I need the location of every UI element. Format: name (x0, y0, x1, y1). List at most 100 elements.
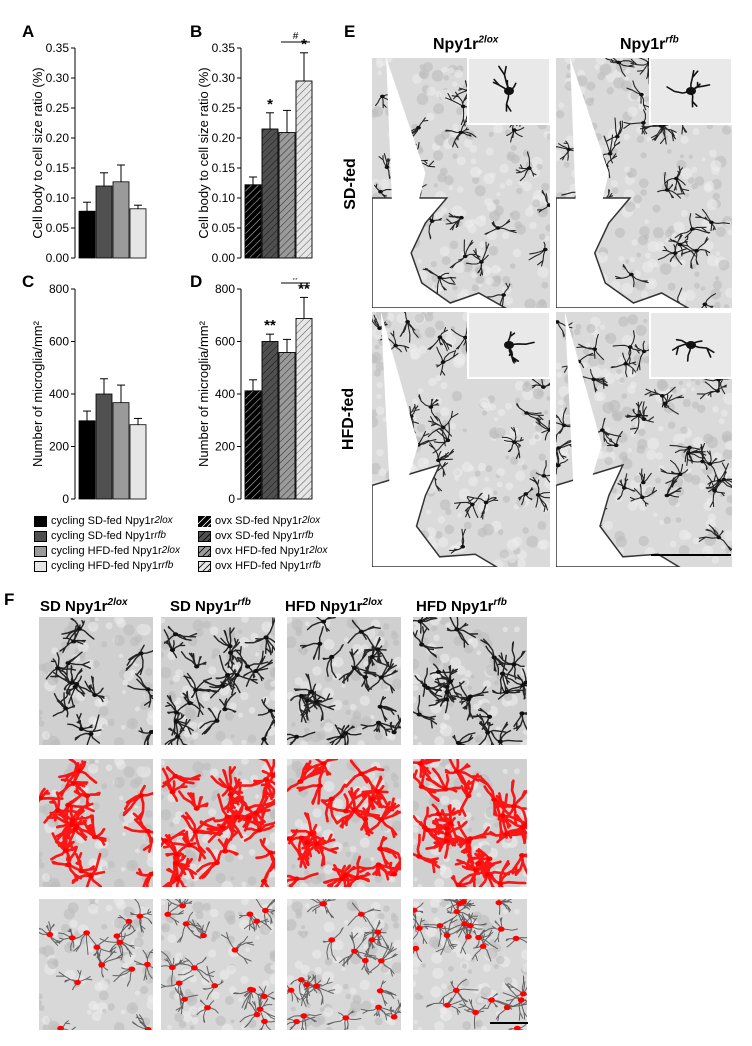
chart-a: Cell body to cell size ratio (%)0.00 0.05… (30, 41, 147, 265)
y-tick-label: 0 (228, 492, 235, 506)
y-tick-label: 0.25 (46, 101, 70, 115)
panel-label-a: A (22, 22, 35, 41)
bar-hatch (278, 132, 296, 259)
third-ventricle (386, 58, 426, 238)
bar-hatch (278, 352, 296, 500)
bar (129, 424, 147, 500)
y-tick-label: 0.30 (46, 71, 70, 85)
tile-original (39, 617, 153, 745)
scale-bar (490, 1022, 528, 1024)
legend-item: ovx HFD-fed Npy1r rfb (198, 559, 321, 573)
y-axis-label: Number of microglia/mm² (30, 320, 45, 467)
inset-cell-body (504, 87, 514, 95)
y-tick-label: 0.15 (46, 161, 70, 175)
micrograph-hfd-2lox (372, 312, 550, 567)
y-tick-label: 400 (215, 387, 235, 401)
y-tick-label: 800 (215, 282, 235, 296)
bar (95, 393, 113, 500)
legend-swatch (34, 515, 47, 527)
inset-cell (666, 70, 711, 108)
y-axis-label: Cell body to cell size ratio (%) (196, 67, 211, 238)
panel-e-row-label-hfd: HFD-fed (340, 387, 358, 451)
ventricle (372, 463, 499, 567)
tile-cell-body-overlay (161, 899, 275, 1030)
micrograph-hfd-rfb (556, 312, 732, 567)
panel-f-col-label-sup: rfb (493, 597, 507, 608)
panel-label-b: B (190, 22, 203, 41)
legend-item: ovx SD-fed Npy1r 2lox (198, 514, 320, 528)
y-tick-label: 0.25 (212, 101, 236, 115)
panel-f-col-label: SD Npy1rrfb (170, 597, 251, 616)
bar-hatch (261, 128, 279, 259)
chart-d: Number of microglia/mm² 0 200 400 600 800 ** **… (196, 278, 313, 506)
panel-e-col-label-sup: 2lox (478, 34, 499, 46)
y-tick-label: 0.15 (212, 161, 236, 175)
tile-original (161, 617, 275, 745)
panel-e-row-label-sd: SD-fed (341, 158, 359, 210)
tile-original (413, 617, 527, 745)
inset-cell (507, 331, 535, 364)
legend-label: cycling HFD-fed Npy1r (51, 560, 162, 572)
y-tick-label: 600 (49, 335, 69, 349)
legend-label: ovx HFD-fed Npy1r (215, 560, 310, 572)
y-tick-label: 600 (215, 335, 235, 349)
panel-f-col-label-sup: rfb (237, 597, 251, 608)
legend-swatch (34, 545, 47, 557)
legend-label: ovx SD-fed Npy1r (215, 530, 302, 542)
panel-e-col-label-2lox: Npy1r2lox (433, 34, 499, 54)
y-tick-label: 0 (62, 492, 69, 506)
y-tick-label: 200 (49, 440, 69, 454)
y-tick-label: 0.35 (212, 41, 236, 55)
legend-swatch-hatched (198, 530, 211, 542)
legend-label: ovx HFD-fed Npy1r (215, 545, 310, 557)
panel-e-col-label-text: Npy1r (433, 36, 479, 53)
legend-label: ovx SD-fed Npy1r (215, 515, 302, 527)
y-tick-label: 400 (49, 387, 69, 401)
panel-label-f: F (4, 590, 15, 609)
legend-label: cycling HFD-fed Npy1r (51, 545, 162, 557)
y-tick-label: 0.05 (46, 221, 70, 235)
y-tick-label: 800 (49, 282, 69, 296)
y-tick-label: 0.10 (46, 191, 70, 205)
legend-label: cycling SD-fed Npy1r (51, 515, 155, 527)
comparison-bracket-label: # (293, 31, 299, 42)
y-axis-label: Cell body to cell size ratio (%) (30, 67, 45, 238)
panel-label-c: C (22, 272, 35, 291)
panel-f-col-label: HFD Npy1r2lox (285, 598, 383, 616)
panel-e-col-label-sup: rfb (665, 34, 679, 46)
third-ventricle (570, 58, 609, 238)
y-tick-label: 0.30 (212, 71, 236, 85)
bar-hatch (295, 318, 313, 500)
chart-b: Cell body to cell size ratio (%)0.00 0.05… (196, 31, 313, 265)
panel-f-col-label-text: HFD Npy1r (285, 598, 363, 615)
legend-swatch-hatched (198, 545, 211, 557)
significance-marker: * (267, 96, 273, 113)
inset-cell-body (686, 87, 696, 95)
legend-item: cycling HFD-fed Npy1r 2lox (34, 544, 180, 558)
third-ventricle (564, 312, 602, 491)
inset-cell-body (686, 341, 696, 349)
legend-label: cycling SD-fed Npy1r (51, 530, 155, 542)
panel-f-col-label: SD Npy1r2lox (40, 598, 128, 616)
ventricle (556, 463, 681, 567)
bar (112, 181, 130, 259)
tile-red-overlay (413, 759, 527, 887)
legend-swatch-hatched (198, 515, 211, 527)
tile-red-overlay (287, 759, 401, 887)
third-ventricle (380, 312, 419, 491)
legend-swatch (34, 530, 47, 542)
y-axis-label: Number of microglia/mm² (196, 320, 211, 467)
micrograph-sd-2lox (372, 58, 550, 308)
scale-bar (651, 554, 731, 556)
y-tick-label: 0.05 (212, 221, 236, 235)
legend-swatch (34, 560, 47, 572)
panel-f-col-label-text: SD Npy1r (170, 598, 238, 615)
y-tick-label: 0.00 (212, 251, 236, 265)
y-tick-label: 0.35 (46, 41, 70, 55)
panel-e-col-label-rfb: Npy1rrfb (620, 34, 679, 54)
bar (95, 185, 113, 259)
tile-red-overlay (161, 759, 275, 887)
legend-swatch-hatched (198, 560, 211, 572)
inset-cell-body (504, 341, 514, 349)
panel-f-col-label: HFD Npy1rrfb (416, 597, 507, 616)
